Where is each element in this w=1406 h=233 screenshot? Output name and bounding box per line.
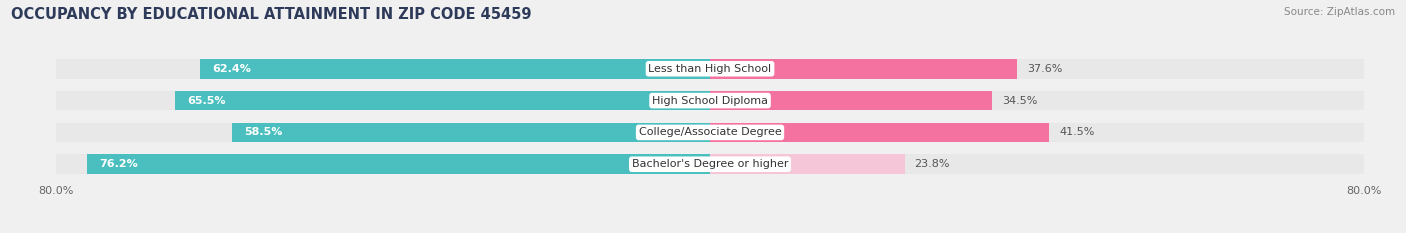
Bar xyxy=(87,154,710,174)
Text: OCCUPANCY BY EDUCATIONAL ATTAINMENT IN ZIP CODE 45459: OCCUPANCY BY EDUCATIONAL ATTAINMENT IN Z… xyxy=(11,7,531,22)
Text: High School Diploma: High School Diploma xyxy=(652,96,768,106)
Text: College/Associate Degree: College/Associate Degree xyxy=(638,127,782,137)
Bar xyxy=(710,91,993,110)
Text: 34.5%: 34.5% xyxy=(1002,96,1038,106)
Text: 23.8%: 23.8% xyxy=(914,159,950,169)
Bar xyxy=(200,59,710,79)
Bar xyxy=(710,123,1049,142)
Bar xyxy=(56,123,1364,142)
Text: 65.5%: 65.5% xyxy=(187,96,225,106)
Bar xyxy=(56,154,1364,174)
Bar xyxy=(232,123,710,142)
Bar xyxy=(174,91,710,110)
Text: Source: ZipAtlas.com: Source: ZipAtlas.com xyxy=(1284,7,1395,17)
Text: Bachelor's Degree or higher: Bachelor's Degree or higher xyxy=(631,159,789,169)
Bar xyxy=(710,154,904,174)
Bar xyxy=(56,91,1364,110)
Text: 41.5%: 41.5% xyxy=(1059,127,1094,137)
Text: 58.5%: 58.5% xyxy=(245,127,283,137)
Bar xyxy=(710,59,1018,79)
Text: 76.2%: 76.2% xyxy=(100,159,138,169)
Text: 62.4%: 62.4% xyxy=(212,64,252,74)
Bar xyxy=(56,59,1364,79)
Text: 37.6%: 37.6% xyxy=(1028,64,1063,74)
Text: Less than High School: Less than High School xyxy=(648,64,772,74)
